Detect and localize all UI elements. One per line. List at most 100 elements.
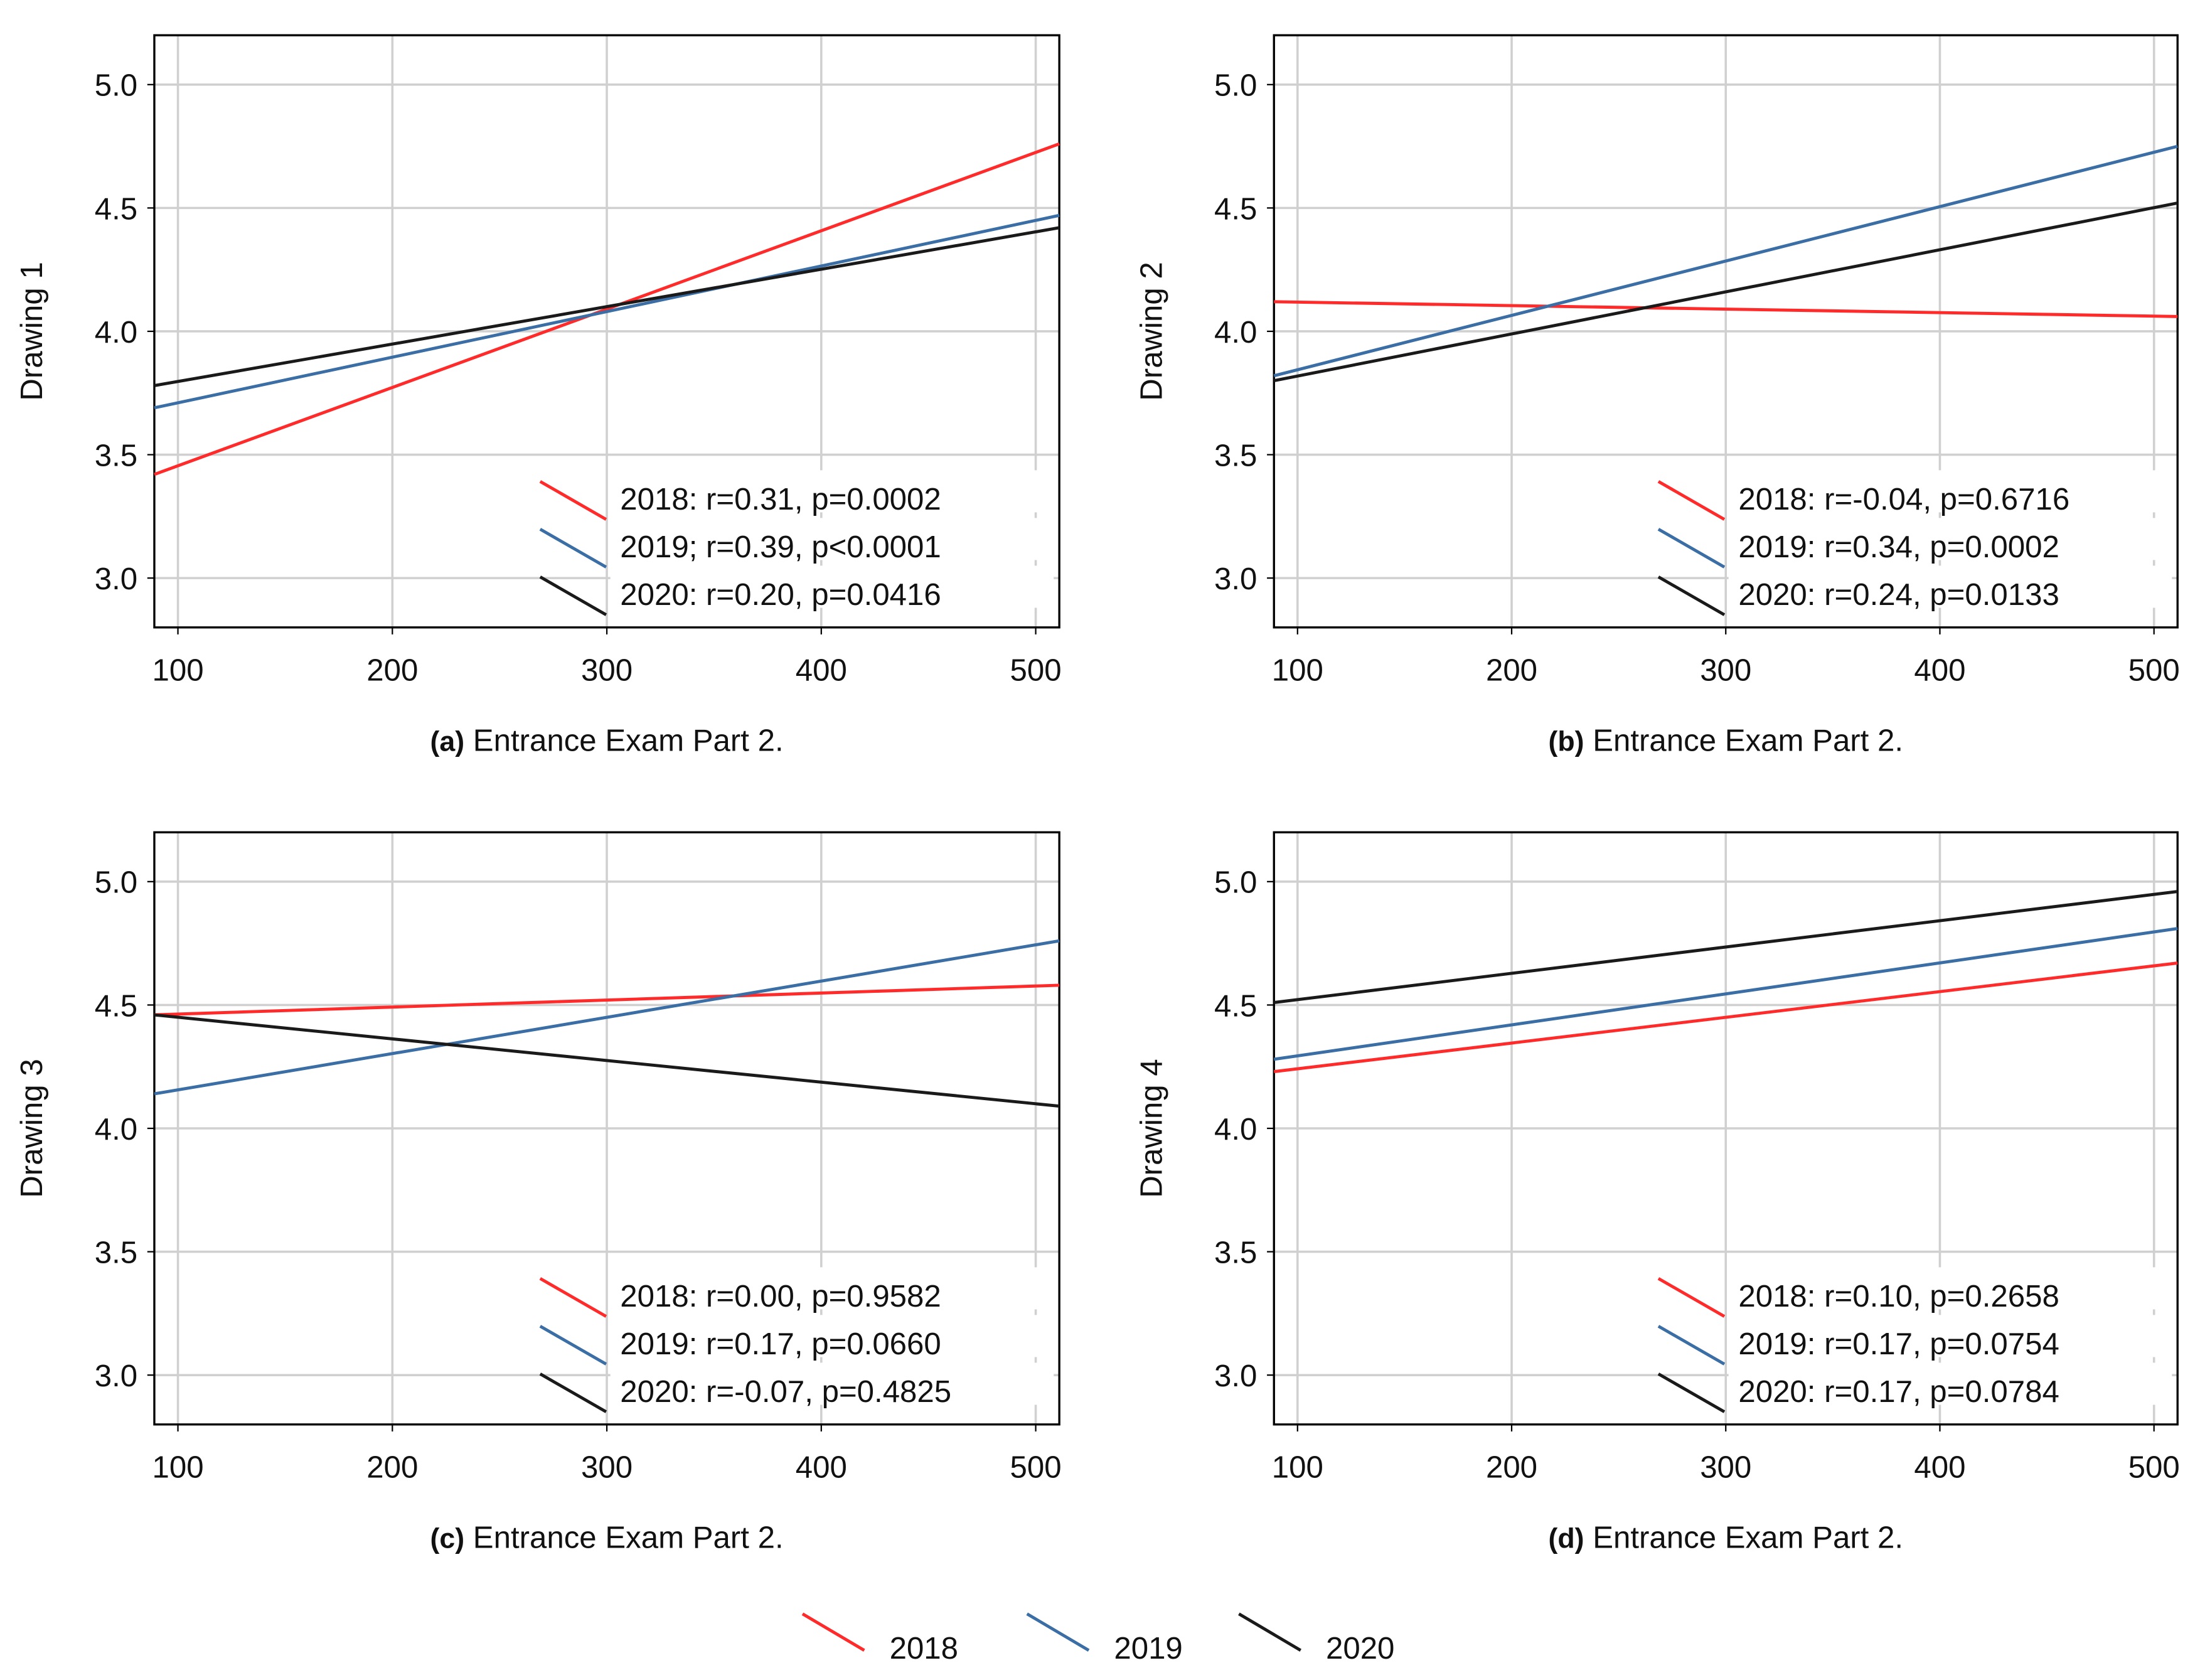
y-tick-label: 5.0 xyxy=(1214,68,1257,103)
legend-label: 2018 xyxy=(890,1631,958,1666)
legend-label: 2019: r=0.17, p=0.0660 xyxy=(620,1327,941,1361)
legend-swatch xyxy=(539,1277,607,1318)
y-tick-label: 4.0 xyxy=(95,315,137,350)
legend-label: 2019: r=0.17, p=0.0754 xyxy=(1738,1327,2059,1361)
x-tick-label: 400 xyxy=(796,653,847,688)
x-axis-label: Entrance Exam Part 2. xyxy=(1593,724,1903,758)
y-tick-label: 3.5 xyxy=(95,1235,137,1270)
legend-swatch xyxy=(1657,1277,1726,1318)
legend-swatch xyxy=(539,1372,607,1413)
legend-swatch xyxy=(1238,1612,1301,1652)
legend-bg xyxy=(1728,1362,2172,1405)
y-tick-label: 3.0 xyxy=(95,1359,137,1393)
series-line xyxy=(1273,201,2178,383)
legend-label: 2019: r=0.34, p=0.0002 xyxy=(1738,530,2059,564)
plot-frame xyxy=(1273,34,2179,629)
x-tick-label: 300 xyxy=(581,1450,633,1485)
legend-bg xyxy=(610,565,1054,608)
y-tick-label: 3.5 xyxy=(95,438,137,473)
y-axis-label: Drawing 4 xyxy=(1134,1059,1168,1197)
y-tick-label: 4.5 xyxy=(95,988,137,1023)
legend-swatch xyxy=(539,1325,607,1366)
y-tick-label: 3.0 xyxy=(1214,1359,1257,1393)
panel: 100 200 300 400 500 3.0 3.5 4.0 4.5 5.0 2018: r=-0… xyxy=(1134,34,2180,758)
series-line xyxy=(1274,300,2178,318)
legend-label: 2019 xyxy=(1114,1631,1182,1666)
y-axis-label: Drawing 1 xyxy=(14,262,49,400)
x-axis-label: Entrance Exam Part 2. xyxy=(473,724,784,758)
legend-label: 2020: r=0.17, p=0.0784 xyxy=(1738,1374,2059,1409)
series-line xyxy=(1273,144,2178,378)
legend-swatch xyxy=(539,528,607,569)
y-tick-label: 4.5 xyxy=(1214,988,1257,1023)
legend-swatch xyxy=(1026,1612,1090,1652)
legend-label: 2020: r=0.24, p=0.0133 xyxy=(1738,577,2059,612)
x-tick-label: 500 xyxy=(1010,1450,1062,1485)
y-tick-label: 3.5 xyxy=(1214,1235,1257,1270)
x-tick-label: 100 xyxy=(152,653,204,688)
series-line xyxy=(1273,961,2178,1074)
y-tick-label: 4.0 xyxy=(1214,1112,1257,1147)
panel-label: (a) xyxy=(430,727,464,757)
x-axis-label: Entrance Exam Part 2. xyxy=(473,1521,784,1555)
y-tick-label: 5.0 xyxy=(1214,865,1257,900)
x-tick-label: 300 xyxy=(1700,1450,1751,1485)
plot-frame xyxy=(153,831,1060,1426)
legend-bg xyxy=(1728,518,2172,560)
legend-swatch xyxy=(1657,1325,1726,1366)
x-axis-caption: (c) Entrance Exam Part 2. xyxy=(430,1521,783,1555)
y-axis-label: Drawing 2 xyxy=(1134,262,1168,400)
x-tick-label: 300 xyxy=(1700,653,1751,688)
y-tick-label: 5.0 xyxy=(95,865,137,900)
legend-label: 2020: r=-0.07, p=0.4825 xyxy=(620,1374,951,1409)
series-line xyxy=(154,1013,1060,1108)
x-axis-label: Entrance Exam Part 2. xyxy=(1593,1521,1903,1555)
series-line xyxy=(154,142,1060,476)
legend-swatch xyxy=(801,1612,865,1652)
x-tick-label: 300 xyxy=(581,653,633,688)
x-axis-caption: (d) Entrance Exam Part 2. xyxy=(1548,1521,1903,1555)
legend-bg xyxy=(1728,470,2172,513)
x-tick-label: 100 xyxy=(152,1450,204,1485)
legend-bg xyxy=(1728,1315,2172,1357)
x-tick-label: 200 xyxy=(366,653,418,688)
y-tick-label: 3.0 xyxy=(95,562,137,596)
x-tick-label: 100 xyxy=(1272,1450,1323,1485)
panel: 100 200 300 400 500 3.0 3.5 4.0 4.5 5.0 2018: r=0.… xyxy=(14,831,1062,1555)
legend-swatch xyxy=(1657,1372,1726,1413)
panel: 100 200 300 400 500 3.0 3.5 4.0 4.5 5.0 2018: r=0.… xyxy=(14,34,1062,758)
series-line xyxy=(1273,890,2178,1004)
y-tick-label: 3.0 xyxy=(1214,562,1257,596)
legend-label: 2018: r=0.10, p=0.2658 xyxy=(1738,1279,2059,1314)
y-tick-label: 4.5 xyxy=(1214,191,1257,226)
y-tick-label: 5.0 xyxy=(95,68,137,103)
y-tick-label: 3.5 xyxy=(1214,438,1257,473)
series-line xyxy=(154,226,1060,387)
legend-bg xyxy=(610,470,1054,513)
legend-bg xyxy=(1728,1267,2172,1310)
legend-bg xyxy=(610,518,1054,560)
legend-swatch xyxy=(539,480,607,521)
plot-frame xyxy=(153,34,1060,629)
series-line xyxy=(154,983,1060,1017)
x-tick-label: 400 xyxy=(1914,1450,1965,1485)
x-tick-label: 400 xyxy=(1914,653,1965,688)
y-tick-label: 4.5 xyxy=(95,191,137,226)
legend-swatch xyxy=(1657,480,1726,521)
y-tick-label: 4.0 xyxy=(95,1112,137,1147)
x-tick-label: 100 xyxy=(1272,653,1323,688)
legend-bg xyxy=(610,1267,1054,1310)
series-line xyxy=(154,213,1060,410)
series-line xyxy=(1273,927,2178,1061)
legend-label: 2020 xyxy=(1326,1631,1394,1666)
legend-bg xyxy=(610,1362,1054,1405)
x-tick-label: 400 xyxy=(796,1450,847,1485)
x-tick-label: 200 xyxy=(1486,653,1537,688)
legend-bg xyxy=(1728,565,2172,608)
x-tick-label: 200 xyxy=(1486,1450,1537,1485)
legend-swatch xyxy=(539,575,607,616)
series-line xyxy=(154,939,1060,1096)
x-tick-label: 500 xyxy=(2128,1450,2180,1485)
y-tick-label: 4.0 xyxy=(1214,315,1257,350)
panel-label: (c) xyxy=(430,1524,464,1554)
